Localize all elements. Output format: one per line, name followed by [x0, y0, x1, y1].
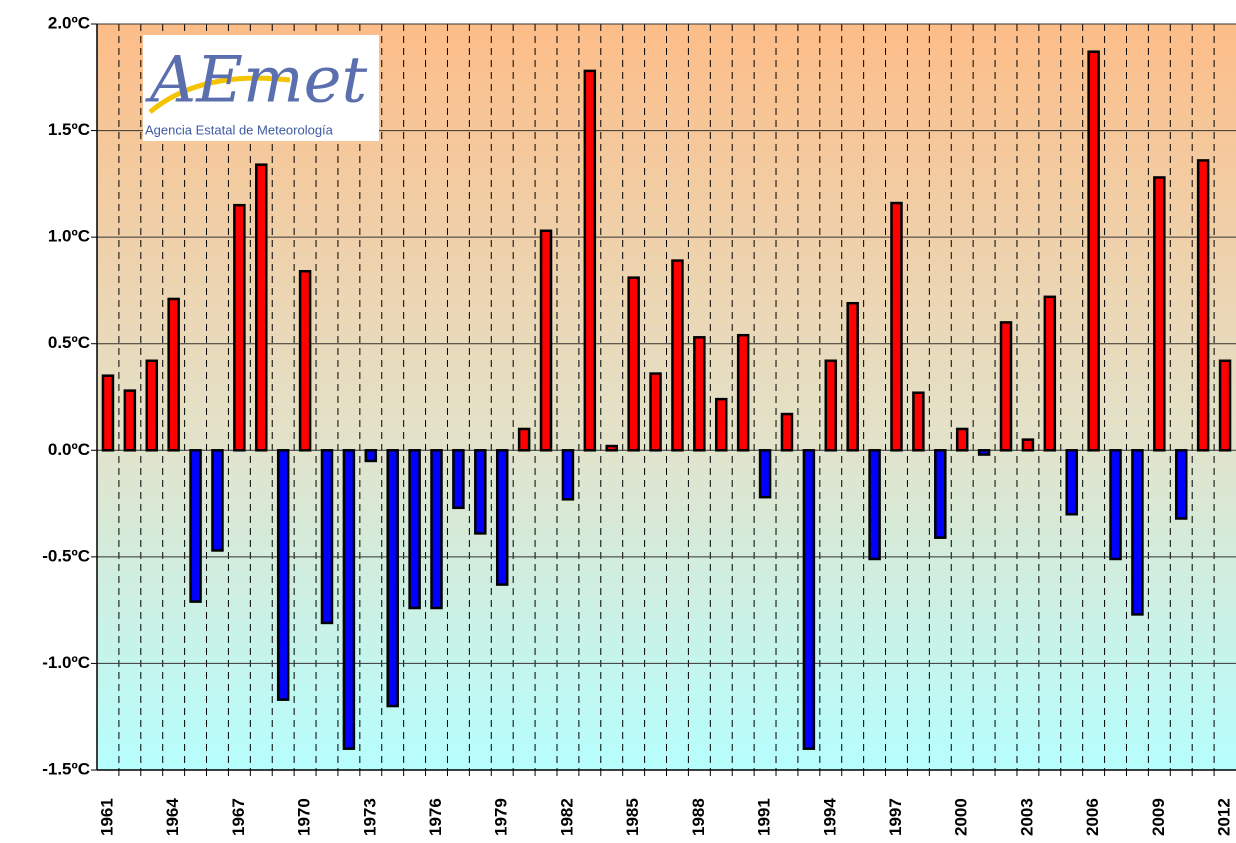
bar — [1174, 449, 1188, 520]
y-tick-label: 0.5ºC — [48, 333, 90, 352]
x-tick-label: 1997 — [886, 798, 905, 836]
bar — [1065, 449, 1078, 516]
bar — [517, 427, 531, 452]
bar — [758, 449, 772, 499]
bar — [846, 301, 859, 452]
x-tick-label: 1967 — [229, 798, 248, 836]
bar — [649, 372, 662, 452]
bar — [539, 229, 553, 452]
bar — [386, 449, 399, 708]
bar — [912, 391, 925, 452]
bar — [736, 333, 750, 452]
x-tick-label: 1976 — [426, 798, 445, 836]
x-tick-label: 1988 — [689, 798, 708, 836]
bar — [693, 336, 706, 452]
bar — [495, 449, 509, 586]
bar — [189, 449, 202, 603]
x-tick-label: 1991 — [755, 798, 774, 836]
x-tick-label: 1982 — [557, 798, 576, 836]
bar — [1043, 295, 1057, 452]
bar — [430, 449, 443, 610]
bar — [1131, 449, 1144, 616]
bar — [474, 449, 487, 535]
bar — [715, 397, 728, 452]
logo-name: AEmet — [145, 44, 368, 118]
bar — [671, 259, 684, 452]
bar — [977, 449, 991, 456]
bar — [627, 276, 640, 452]
bar — [1109, 449, 1122, 561]
x-tick-label: 2003 — [1017, 798, 1036, 836]
bar — [780, 412, 794, 452]
bar — [233, 203, 246, 452]
bar — [145, 359, 159, 452]
y-tick-label: 1.0ºC — [48, 227, 90, 246]
y-tick-label: 0.0ºC — [48, 440, 90, 459]
x-tick-label: 2006 — [1083, 798, 1102, 836]
x-tick-label: 1994 — [820, 798, 839, 836]
y-tick-label: -1.5ºC — [42, 759, 90, 778]
bar — [890, 201, 903, 452]
bar — [868, 449, 881, 561]
bar — [561, 449, 575, 501]
y-tick-label: -0.5ºC — [42, 546, 90, 565]
y-tick-label: 1.5ºC — [48, 120, 90, 139]
bar — [101, 374, 115, 452]
bar — [298, 269, 312, 452]
x-tick-label: 1985 — [623, 798, 642, 836]
x-tick-label: 1979 — [492, 798, 511, 836]
bar — [452, 449, 465, 510]
bar — [211, 449, 224, 552]
bar — [1218, 359, 1232, 452]
logo-box — [143, 35, 379, 141]
bar — [320, 449, 334, 625]
bar — [342, 449, 356, 750]
x-tick-label: 2012 — [1215, 798, 1234, 836]
bar — [167, 297, 180, 452]
bar — [1153, 176, 1166, 452]
logo-swoosh — [148, 75, 291, 114]
bar — [934, 449, 947, 539]
bar — [408, 449, 421, 610]
x-tick-label: 1973 — [360, 798, 379, 836]
x-tick-label: 1964 — [163, 798, 182, 836]
bar — [824, 359, 838, 452]
bar — [999, 321, 1013, 452]
logo-subtitle: Agencia Estatal de Meteorología — [145, 122, 334, 137]
bar — [802, 449, 816, 750]
x-tick-label: 1970 — [295, 798, 314, 836]
bar — [276, 449, 290, 701]
x-tick-label: 2000 — [952, 798, 971, 836]
x-tick-label: 2009 — [1149, 798, 1168, 836]
bar — [583, 69, 597, 452]
bar — [255, 163, 268, 452]
bar — [1087, 50, 1100, 452]
y-tick-label: -1.0ºC — [42, 653, 90, 672]
bar — [1196, 159, 1210, 452]
x-tick-label: 1961 — [97, 798, 116, 836]
y-tick-label: 2.0ºC — [48, 13, 90, 32]
bar — [605, 444, 618, 452]
bar — [1021, 438, 1035, 452]
bar — [955, 427, 969, 452]
logo: AEmet Agencia Estatal de Meteorología — [143, 35, 379, 141]
bar — [123, 389, 137, 452]
bar — [364, 449, 378, 463]
